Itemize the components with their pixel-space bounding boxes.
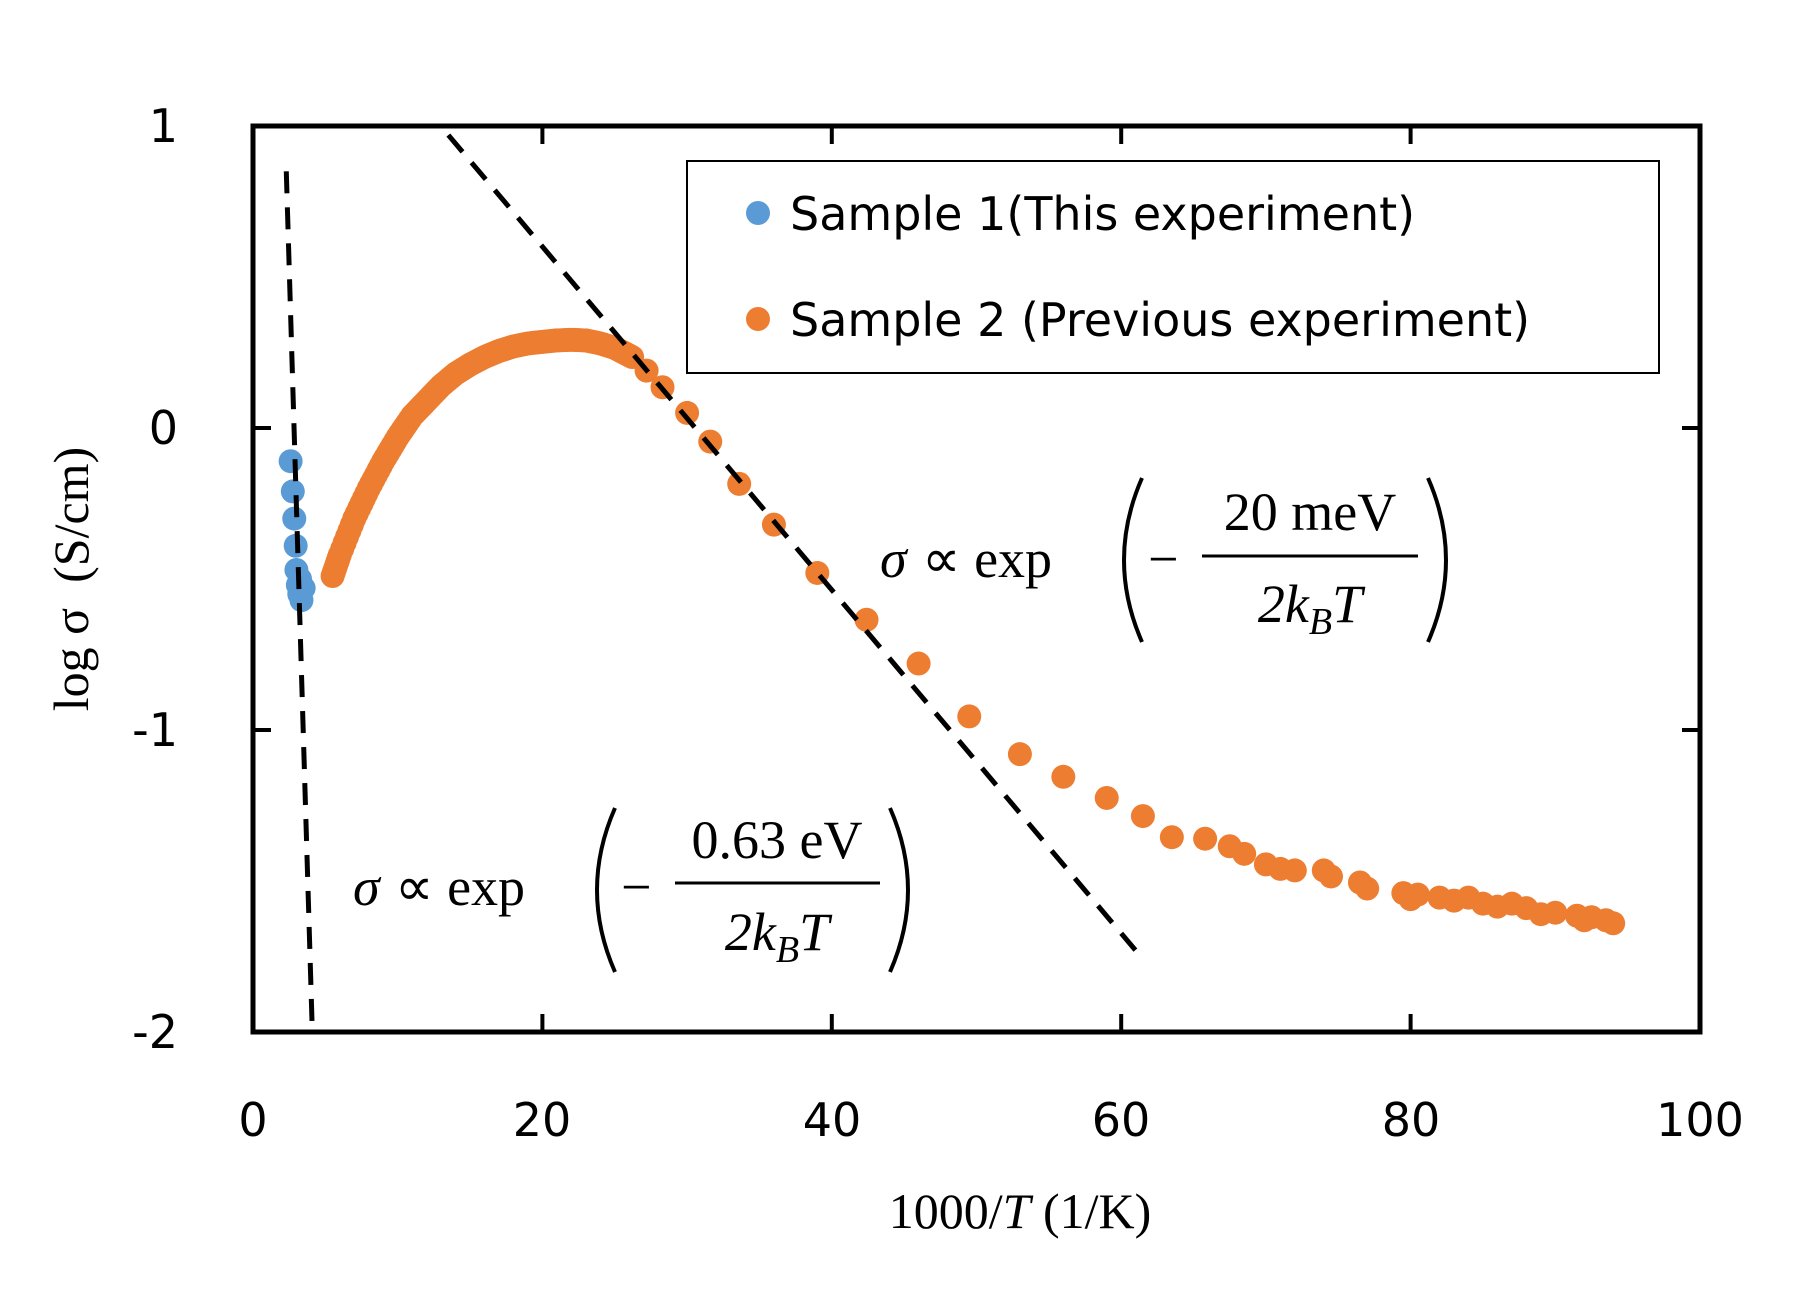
y-tick-label: 0 xyxy=(149,401,178,455)
annotation-sigma: σ xyxy=(880,529,909,589)
x-tick-label: 100 xyxy=(1656,1093,1744,1147)
annotation-prop-exp: ∝ exp xyxy=(395,857,525,917)
data-point xyxy=(957,704,982,729)
data-point xyxy=(1094,785,1119,810)
annotation-sigma: σ xyxy=(353,857,382,917)
legend: Sample 1(This experiment) Sample 2 (Prev… xyxy=(686,160,1660,374)
x-tick-label: 60 xyxy=(1092,1093,1151,1147)
data-point xyxy=(1601,911,1626,936)
legend-marker-sample2 xyxy=(746,307,770,331)
data-point xyxy=(906,651,931,676)
legend-marker-sample1 xyxy=(746,201,770,225)
x-tick-label: 40 xyxy=(803,1093,862,1147)
series-2 xyxy=(320,327,1626,936)
annotation-left-paren xyxy=(1122,477,1144,643)
annotation-numerator: 20 meV xyxy=(1224,482,1396,542)
data-point xyxy=(282,506,307,531)
annotation-left-paren xyxy=(595,807,617,973)
x-axis-tick-marks xyxy=(540,126,1413,1032)
y-tick-label: -1 xyxy=(132,703,178,757)
data-point xyxy=(1007,742,1032,767)
series-layer xyxy=(278,327,1626,936)
data-point xyxy=(1543,900,1568,925)
y-tick-label: 1 xyxy=(149,99,178,153)
data-point xyxy=(1355,876,1380,901)
data-point xyxy=(698,429,723,454)
annotation-denominator: 2kBT xyxy=(1258,574,1366,643)
annotation-minus: − xyxy=(1148,529,1178,589)
annotation-denominator: 2kBT xyxy=(725,902,833,971)
x-tick-label: 20 xyxy=(513,1093,572,1147)
y-axis-tick-labels: 1 0 -1 -2 xyxy=(132,99,178,1059)
y-tick-label: -2 xyxy=(132,1005,178,1059)
data-point xyxy=(278,449,303,474)
annotation-right-paren xyxy=(1426,477,1448,643)
data-point xyxy=(1193,826,1218,851)
data-point xyxy=(854,607,879,632)
annotation-063ev: σ ∝ exp − 0.63 eV 2kBT xyxy=(353,807,910,973)
legend-box xyxy=(686,160,1660,374)
x-axis-title: 1000/T (1/K) xyxy=(889,1183,1152,1239)
annotation-prop-exp: ∝ exp xyxy=(922,529,1052,589)
x-tick-label: 80 xyxy=(1382,1093,1441,1147)
data-point xyxy=(675,400,700,425)
data-point xyxy=(727,471,752,496)
plot-frame xyxy=(250,123,1703,1035)
data-point xyxy=(1405,882,1430,907)
data-point xyxy=(1130,804,1155,829)
annotation-right-paren xyxy=(888,807,910,973)
x-axis-tick-labels: 0 20 40 60 80 100 xyxy=(238,1093,1744,1147)
annotation-numerator: 0.63 eV xyxy=(692,810,863,870)
y-axis-tick-marks xyxy=(253,426,1700,732)
annotation-minus: − xyxy=(621,857,651,917)
data-point xyxy=(1159,825,1184,850)
annotation-20mev: σ ∝ exp − 20 meV 2kBT xyxy=(880,477,1448,643)
data-point xyxy=(1282,858,1307,883)
legend-label-sample2: Sample 2 (Previous experiment) xyxy=(790,293,1530,347)
data-point xyxy=(1319,864,1344,889)
x-tick-label: 0 xyxy=(238,1093,267,1147)
data-point xyxy=(1232,841,1257,866)
data-point xyxy=(1051,764,1076,789)
legend-label-sample1: Sample 1(This experiment) xyxy=(790,187,1415,241)
y-axis-title: log σ (S/cm) xyxy=(43,447,99,711)
data-point xyxy=(280,479,305,504)
